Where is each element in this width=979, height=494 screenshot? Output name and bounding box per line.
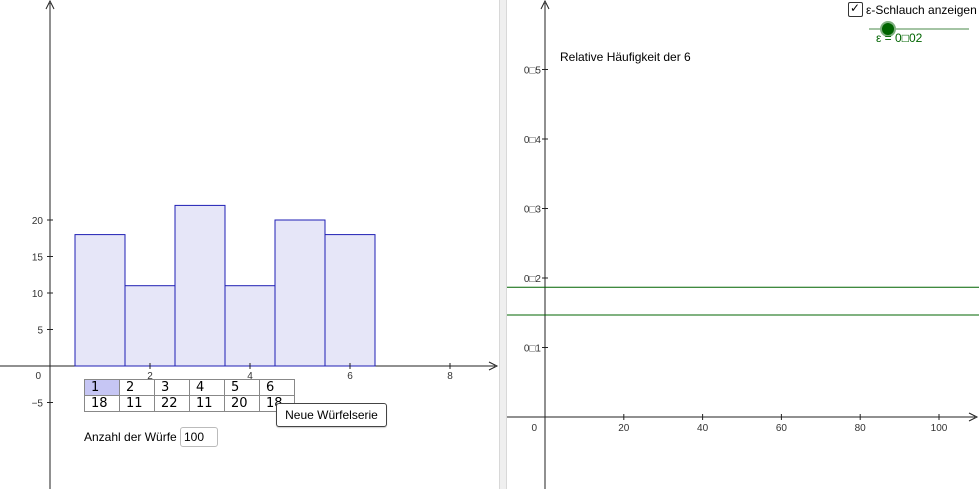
y-tick-label: 5	[37, 326, 43, 337]
x-tick-label: 4	[247, 371, 253, 382]
throws-input[interactable]	[180, 427, 218, 447]
table-cell[interactable]: 6	[259, 379, 295, 396]
panel-divider[interactable]	[499, 0, 507, 489]
table-cell[interactable]: 20	[224, 395, 260, 412]
throws-label: Anzahl der Würfe	[84, 430, 177, 444]
epsilon-tube-checkbox[interactable]: ✓ ε-Schlauch anzeigen	[848, 1, 977, 17]
y-tick-label: 15	[32, 253, 44, 264]
histogram-bar	[124, 285, 176, 367]
table-cell[interactable]: 2	[119, 379, 155, 396]
x-tick-label: 80	[855, 423, 867, 434]
y-tick-label: 0□1	[524, 344, 542, 355]
epsilon-tube-label: ε-Schlauch anzeigen	[866, 3, 977, 17]
table-cell[interactable]: 4	[189, 379, 225, 396]
histogram-bar	[274, 219, 326, 367]
relative-frequency-chart: 0□1 0□2 0□3 0□4 0□5 20 40 60 80 100 0	[507, 0, 979, 489]
y-tick-label: 0□5	[524, 66, 542, 77]
relative-frequency-panel[interactable]: 0□1 0□2 0□3 0□4 0□5 20 40 60 80 100 0	[507, 0, 979, 489]
epsilon-value-label: ε = 0□02	[876, 31, 923, 45]
origin-label: 0	[35, 371, 41, 382]
x-tick-label: 2	[147, 371, 153, 382]
x-tick-label: 20	[618, 423, 630, 434]
x-tick-label: 6	[347, 371, 353, 382]
histogram-bar	[174, 204, 226, 367]
table-cell[interactable]: 18	[84, 395, 120, 412]
x-axis-arrow-icon	[488, 361, 499, 371]
epsilon-slider-knob[interactable]	[880, 21, 896, 37]
y-axis-arrow-icon	[540, 0, 550, 10]
x-tick-label: 100	[931, 423, 948, 434]
new-dice-series-button[interactable]: Neue Würfelserie	[276, 403, 387, 427]
x-tick-label: 60	[776, 423, 788, 434]
table-cell[interactable]: 11	[119, 395, 155, 412]
checkbox-box[interactable]: ✓	[848, 1, 863, 17]
table-cell[interactable]: 22	[154, 395, 190, 412]
histogram-bar	[324, 234, 376, 367]
frequency-table: 1 2 3 4 5 6 18 11 22 11 20 18	[84, 379, 295, 412]
origin-label: 0	[531, 423, 537, 434]
histogram-bar	[74, 234, 126, 367]
table-cell[interactable]: 11	[189, 395, 225, 412]
table-cell[interactable]: 5	[224, 379, 260, 396]
y-axis-arrow-icon	[45, 0, 55, 10]
y-tick-label: 10	[32, 289, 44, 300]
table-row-counts: 18 11 22 11 20 18	[84, 395, 295, 412]
x-tick-label: 40	[697, 423, 709, 434]
chart-title: Relative Häufigkeit der 6	[560, 50, 691, 64]
table-cell[interactable]: 1	[84, 379, 120, 396]
x-axis-arrow-icon	[968, 412, 979, 422]
histogram-panel[interactable]: −5 5 10 15 20 2 4 6 8 0	[0, 0, 499, 489]
y-tick-label: −5	[32, 399, 44, 410]
y-tick-label: 0□4	[524, 135, 542, 146]
checkmark-icon: ✓	[850, 1, 861, 15]
y-tick-label: 0□3	[524, 205, 542, 216]
table-row-faces: 1 2 3 4 5 6	[84, 379, 295, 396]
table-cell[interactable]: 3	[154, 379, 190, 396]
y-tick-label: 20	[32, 216, 44, 227]
histogram-bar	[224, 285, 276, 367]
x-tick-label: 8	[447, 371, 453, 382]
y-tick-label: 0□2	[524, 274, 542, 285]
